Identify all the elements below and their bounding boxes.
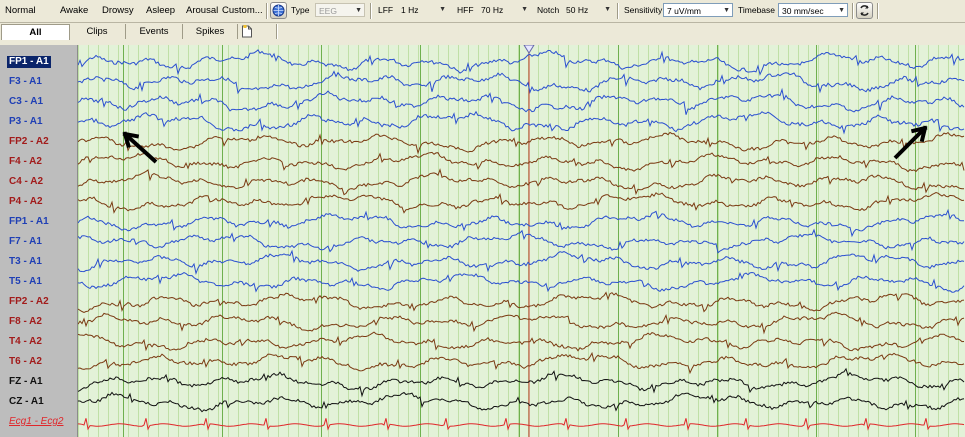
lff-select[interactable]: 1 Hz ▼ [398, 3, 448, 17]
eeg-plot[interactable] [78, 45, 965, 437]
eeg-trace [78, 291, 965, 313]
chevron-down-icon: ▼ [723, 7, 730, 14]
eeg-trace [78, 418, 965, 431]
timebase-value: 30 mm/sec [782, 6, 824, 16]
channel-label[interactable]: Ecg1 - Ecg2 [9, 416, 64, 427]
eeg-trace [78, 311, 965, 335]
tab-all[interactable]: All [1, 24, 70, 40]
cursor-marker[interactable] [523, 45, 535, 54]
timebase-select[interactable]: 30 mm/sec ▼ [778, 3, 848, 17]
toolbar-separator [852, 3, 854, 19]
sensitivity-value: 7 uV/mm [667, 6, 702, 16]
channel-label[interactable]: T4 - A2 [9, 336, 42, 347]
channel-label[interactable]: FZ - A1 [9, 376, 43, 387]
hff-label: HFF [457, 5, 474, 15]
hff-select[interactable]: 70 Hz ▼ [478, 3, 530, 17]
channel-label[interactable]: FP1 - A1 [9, 216, 49, 227]
refresh-button[interactable] [856, 2, 873, 19]
eeg-trace [78, 110, 965, 135]
type-value: EEG [319, 6, 337, 16]
lff-label: LFF [378, 5, 394, 15]
tab-separator [276, 24, 278, 39]
mode-awake[interactable]: Awake [60, 5, 89, 16]
eeg-trace [78, 391, 965, 413]
mode-asleep[interactable]: Asleep [146, 5, 176, 16]
channel-label[interactable]: CZ - A1 [9, 396, 44, 407]
timebase-label: Timebase [738, 5, 776, 15]
mode-arousal[interactable]: Arousal [186, 5, 219, 16]
eeg-trace [78, 87, 965, 115]
channel-label[interactable]: F8 - A2 [9, 316, 42, 327]
eeg-trace [78, 208, 964, 238]
toolbar-separator [617, 3, 619, 19]
eeg-trace [78, 168, 964, 196]
refresh-icon [860, 5, 869, 16]
toolbar-separator [877, 3, 879, 19]
hff-value: 70 Hz [481, 5, 504, 15]
mode-drowsy[interactable]: Drowsy [102, 5, 134, 16]
lff-value: 1 Hz [401, 5, 419, 15]
channel-label[interactable]: FP2 - A2 [9, 136, 49, 147]
mode-normal[interactable]: Normal [5, 5, 36, 16]
globe-gear-icon [272, 4, 285, 17]
channel-label[interactable]: C4 - A2 [9, 176, 44, 187]
second-grid [123, 45, 916, 437]
eeg-trace [78, 228, 965, 254]
channel-labels: FP1 - A1 F3 - A1 C3 - A1 P3 - A1 FP2 - A2 F4 … [0, 45, 78, 437]
eeg-trace [78, 249, 965, 276]
sensitivity-label: Sensitivity [624, 5, 663, 15]
eeg-trace [78, 351, 965, 375]
chevron-down-icon: ▼ [521, 6, 528, 13]
eeg-trace-canvas [78, 45, 965, 437]
notch-select[interactable]: 50 Hz ▼ [563, 3, 613, 17]
eeg-trace [78, 367, 965, 398]
annotation-arrow [893, 125, 928, 160]
eeg-trace [78, 271, 965, 293]
tab-events[interactable]: Events [126, 24, 183, 39]
gutter [0, 41, 965, 45]
eeg-trace [78, 331, 965, 352]
channel-label[interactable]: FP2 - A2 [9, 296, 49, 307]
channel-label[interactable]: F7 - A1 [9, 236, 42, 247]
channel-label[interactable]: T6 - A2 [9, 356, 42, 367]
toolbar-separator [370, 3, 372, 19]
channel-label[interactable]: T3 - A1 [9, 256, 42, 267]
sensitivity-select[interactable]: 7 uV/mm ▼ [663, 3, 733, 17]
chevron-down-icon: ▼ [439, 6, 446, 13]
channel-label[interactable]: C3 - A1 [9, 96, 44, 107]
new-clip-button[interactable] [238, 24, 256, 39]
montage-settings-button[interactable] [270, 2, 287, 19]
mode-custom[interactable]: Custom... [222, 5, 263, 16]
channel-label[interactable]: P4 - A2 [9, 196, 43, 207]
tab-bar: All Clips Events Spikes [0, 23, 965, 40]
new-page-icon [242, 25, 252, 38]
eeg-trace [78, 131, 965, 155]
toolbar-separator [266, 3, 268, 19]
channel-label[interactable]: F4 - A2 [9, 156, 42, 167]
toolbar: Normal Awake Drowsy Asleep Arousal Custo… [0, 0, 965, 23]
notch-label: Notch [537, 5, 560, 15]
channel-label[interactable]: FP1 - A1 [7, 56, 51, 68]
eeg-trace [78, 70, 965, 95]
channel-label[interactable]: F3 - A1 [9, 76, 42, 87]
type-label: Type [291, 5, 310, 15]
eeg-trace [78, 191, 965, 214]
tab-spikes[interactable]: Spikes [183, 24, 238, 39]
channel-label[interactable]: T5 - A1 [9, 276, 42, 287]
chevron-down-icon: ▼ [838, 7, 845, 14]
type-select[interactable]: EEG ▼ [315, 3, 365, 17]
tab-clips[interactable]: Clips [69, 24, 126, 39]
chevron-down-icon: ▼ [604, 6, 611, 13]
annotation-arrow [122, 131, 158, 164]
eeg-trace [78, 49, 965, 76]
notch-value: 50 Hz [566, 5, 589, 15]
channel-label[interactable]: P3 - A1 [9, 116, 43, 127]
chevron-down-icon: ▼ [355, 7, 362, 14]
eeg-trace [78, 151, 965, 173]
